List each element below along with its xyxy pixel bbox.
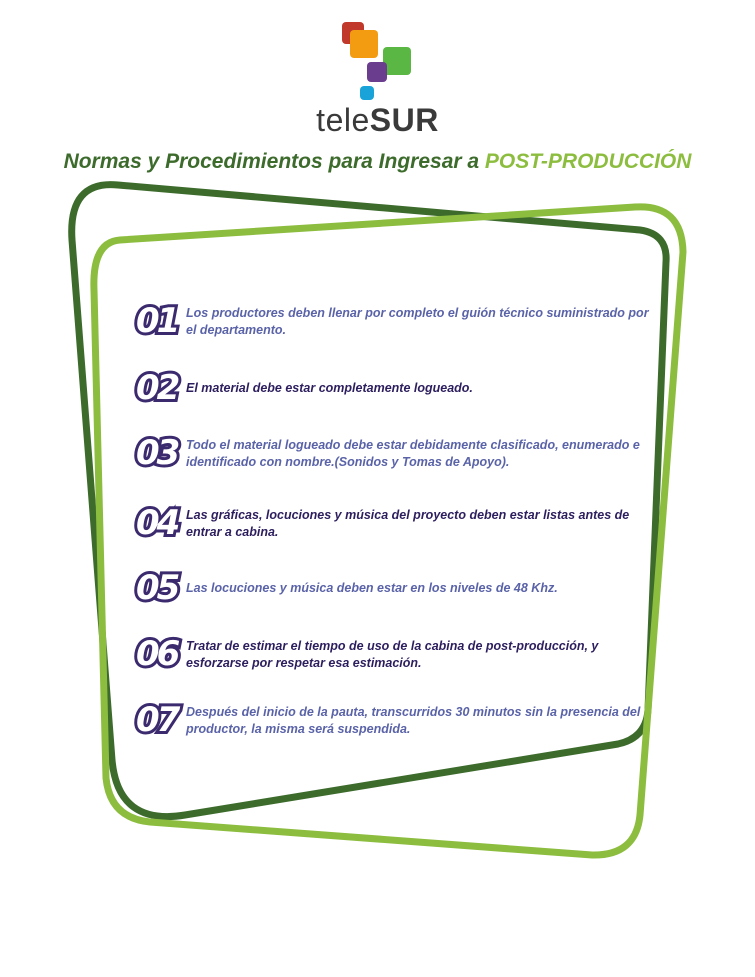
rule-text: Las gráficas, locuciones y música del pr… bbox=[186, 508, 630, 539]
telesur-logo: teleSUR bbox=[0, 0, 755, 140]
wordmark-suffix: SUR bbox=[369, 102, 439, 138]
rule-number: 01 bbox=[133, 300, 183, 342]
list-item: 05 Las locuciones y música deben estar e… bbox=[133, 567, 656, 620]
page-title: Normas y Procedimientos para Ingresar a … bbox=[0, 150, 755, 174]
rule-number: 03 bbox=[133, 432, 183, 474]
list-item: 04 Las gráficas, locuciones y música del… bbox=[133, 502, 656, 555]
title-accent: POST-PRODUCCIÓN bbox=[484, 150, 692, 173]
list-item: 07 Después del inicio de la pauta, trans… bbox=[133, 699, 656, 752]
list-item: 02 El material debe estar completamente … bbox=[133, 367, 656, 420]
wordmark-prefix: tele bbox=[316, 102, 370, 138]
title-main: Normas y Procedimientos para Ingresar a bbox=[63, 150, 485, 173]
rule-text: Tratar de estimar el tiempo de uso de la… bbox=[186, 639, 599, 670]
telesur-logo-mark bbox=[340, 20, 415, 105]
list-item: 03 Todo el material logueado debe estar … bbox=[133, 432, 656, 485]
list-item: 01 Los productores deben llenar por comp… bbox=[133, 300, 656, 353]
list-item: 06 Tratar de estimar el tiempo de uso de… bbox=[133, 633, 656, 686]
rule-number: 02 bbox=[133, 367, 183, 409]
rule-number: 05 bbox=[133, 567, 183, 609]
rule-number: 06 bbox=[133, 633, 183, 675]
rule-text: Después del inicio de la pauta, transcur… bbox=[186, 705, 641, 736]
dark-green-frame bbox=[68, 181, 670, 820]
rule-text: Las locuciones y música deben estar en l… bbox=[186, 581, 558, 595]
rule-number: 04 bbox=[133, 502, 183, 544]
rule-number: 07 bbox=[133, 699, 183, 741]
rule-text: El material debe estar completamente log… bbox=[186, 381, 473, 395]
rule-text: Todo el material logueado debe estar deb… bbox=[186, 438, 640, 469]
telesur-wordmark: teleSUR bbox=[0, 102, 755, 139]
rule-text: Los productores deben llenar por complet… bbox=[186, 306, 649, 337]
light-green-frame bbox=[90, 203, 687, 859]
